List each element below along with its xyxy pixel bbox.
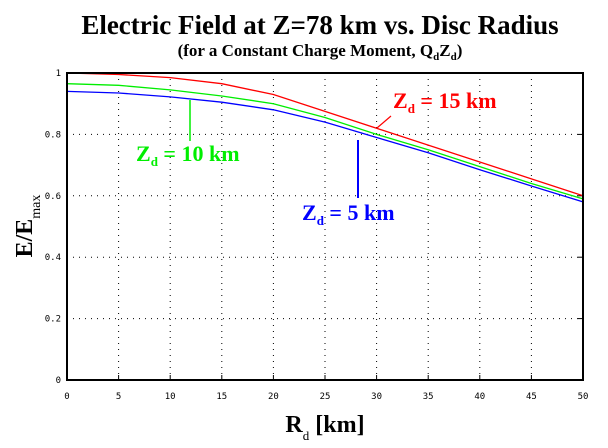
grid	[66, 72, 584, 381]
series-lines	[66, 72, 584, 203]
x-tick-label: 10	[165, 392, 176, 402]
y-tick-label: 0	[56, 376, 61, 386]
y-axis-label: E/Emax	[12, 195, 44, 258]
x-tick-label: 25	[320, 392, 331, 402]
series-line-1	[66, 83, 584, 200]
y-tick-label: 1	[56, 69, 61, 79]
plot-frame	[66, 72, 584, 381]
y-tick-label: 0.4	[45, 253, 61, 263]
label-10km: Zd = 10 km	[136, 141, 240, 169]
x-tick-label: 35	[423, 392, 434, 402]
pointer-15km	[376, 115, 392, 129]
tick-labels: 0 5 10 15 20 25 30 35 40 45 50 0 0.2 0.4 0.6 0.8 1	[45, 69, 589, 402]
x-tick-label: 20	[268, 392, 279, 402]
label-15km: Zd = 15 km	[393, 88, 497, 116]
x-tick-label: 15	[216, 392, 227, 402]
x-tick-label: 0	[64, 392, 69, 402]
x-tick-label: 50	[578, 392, 589, 402]
series-line-0	[66, 72, 584, 197]
x-axis-label: Rd [km]	[285, 412, 364, 443]
chart-title: Electric Field at Z=78 km vs. Disc Radiu…	[81, 10, 558, 40]
chart-subtitle: (for a Constant Charge Moment, QdZd)	[178, 41, 463, 63]
y-tick-label: 0.8	[45, 130, 61, 140]
x-tick-label: 45	[526, 392, 537, 402]
y-tick-label: 0.6	[45, 192, 61, 202]
label-5km: Zd = 5 km	[302, 200, 395, 228]
x-tick-label: 40	[474, 392, 485, 402]
x-tick-label: 30	[371, 392, 382, 402]
x-tick-label: 5	[116, 392, 121, 402]
series-line-2	[66, 90, 584, 203]
y-tick-label: 0.2	[45, 315, 61, 325]
